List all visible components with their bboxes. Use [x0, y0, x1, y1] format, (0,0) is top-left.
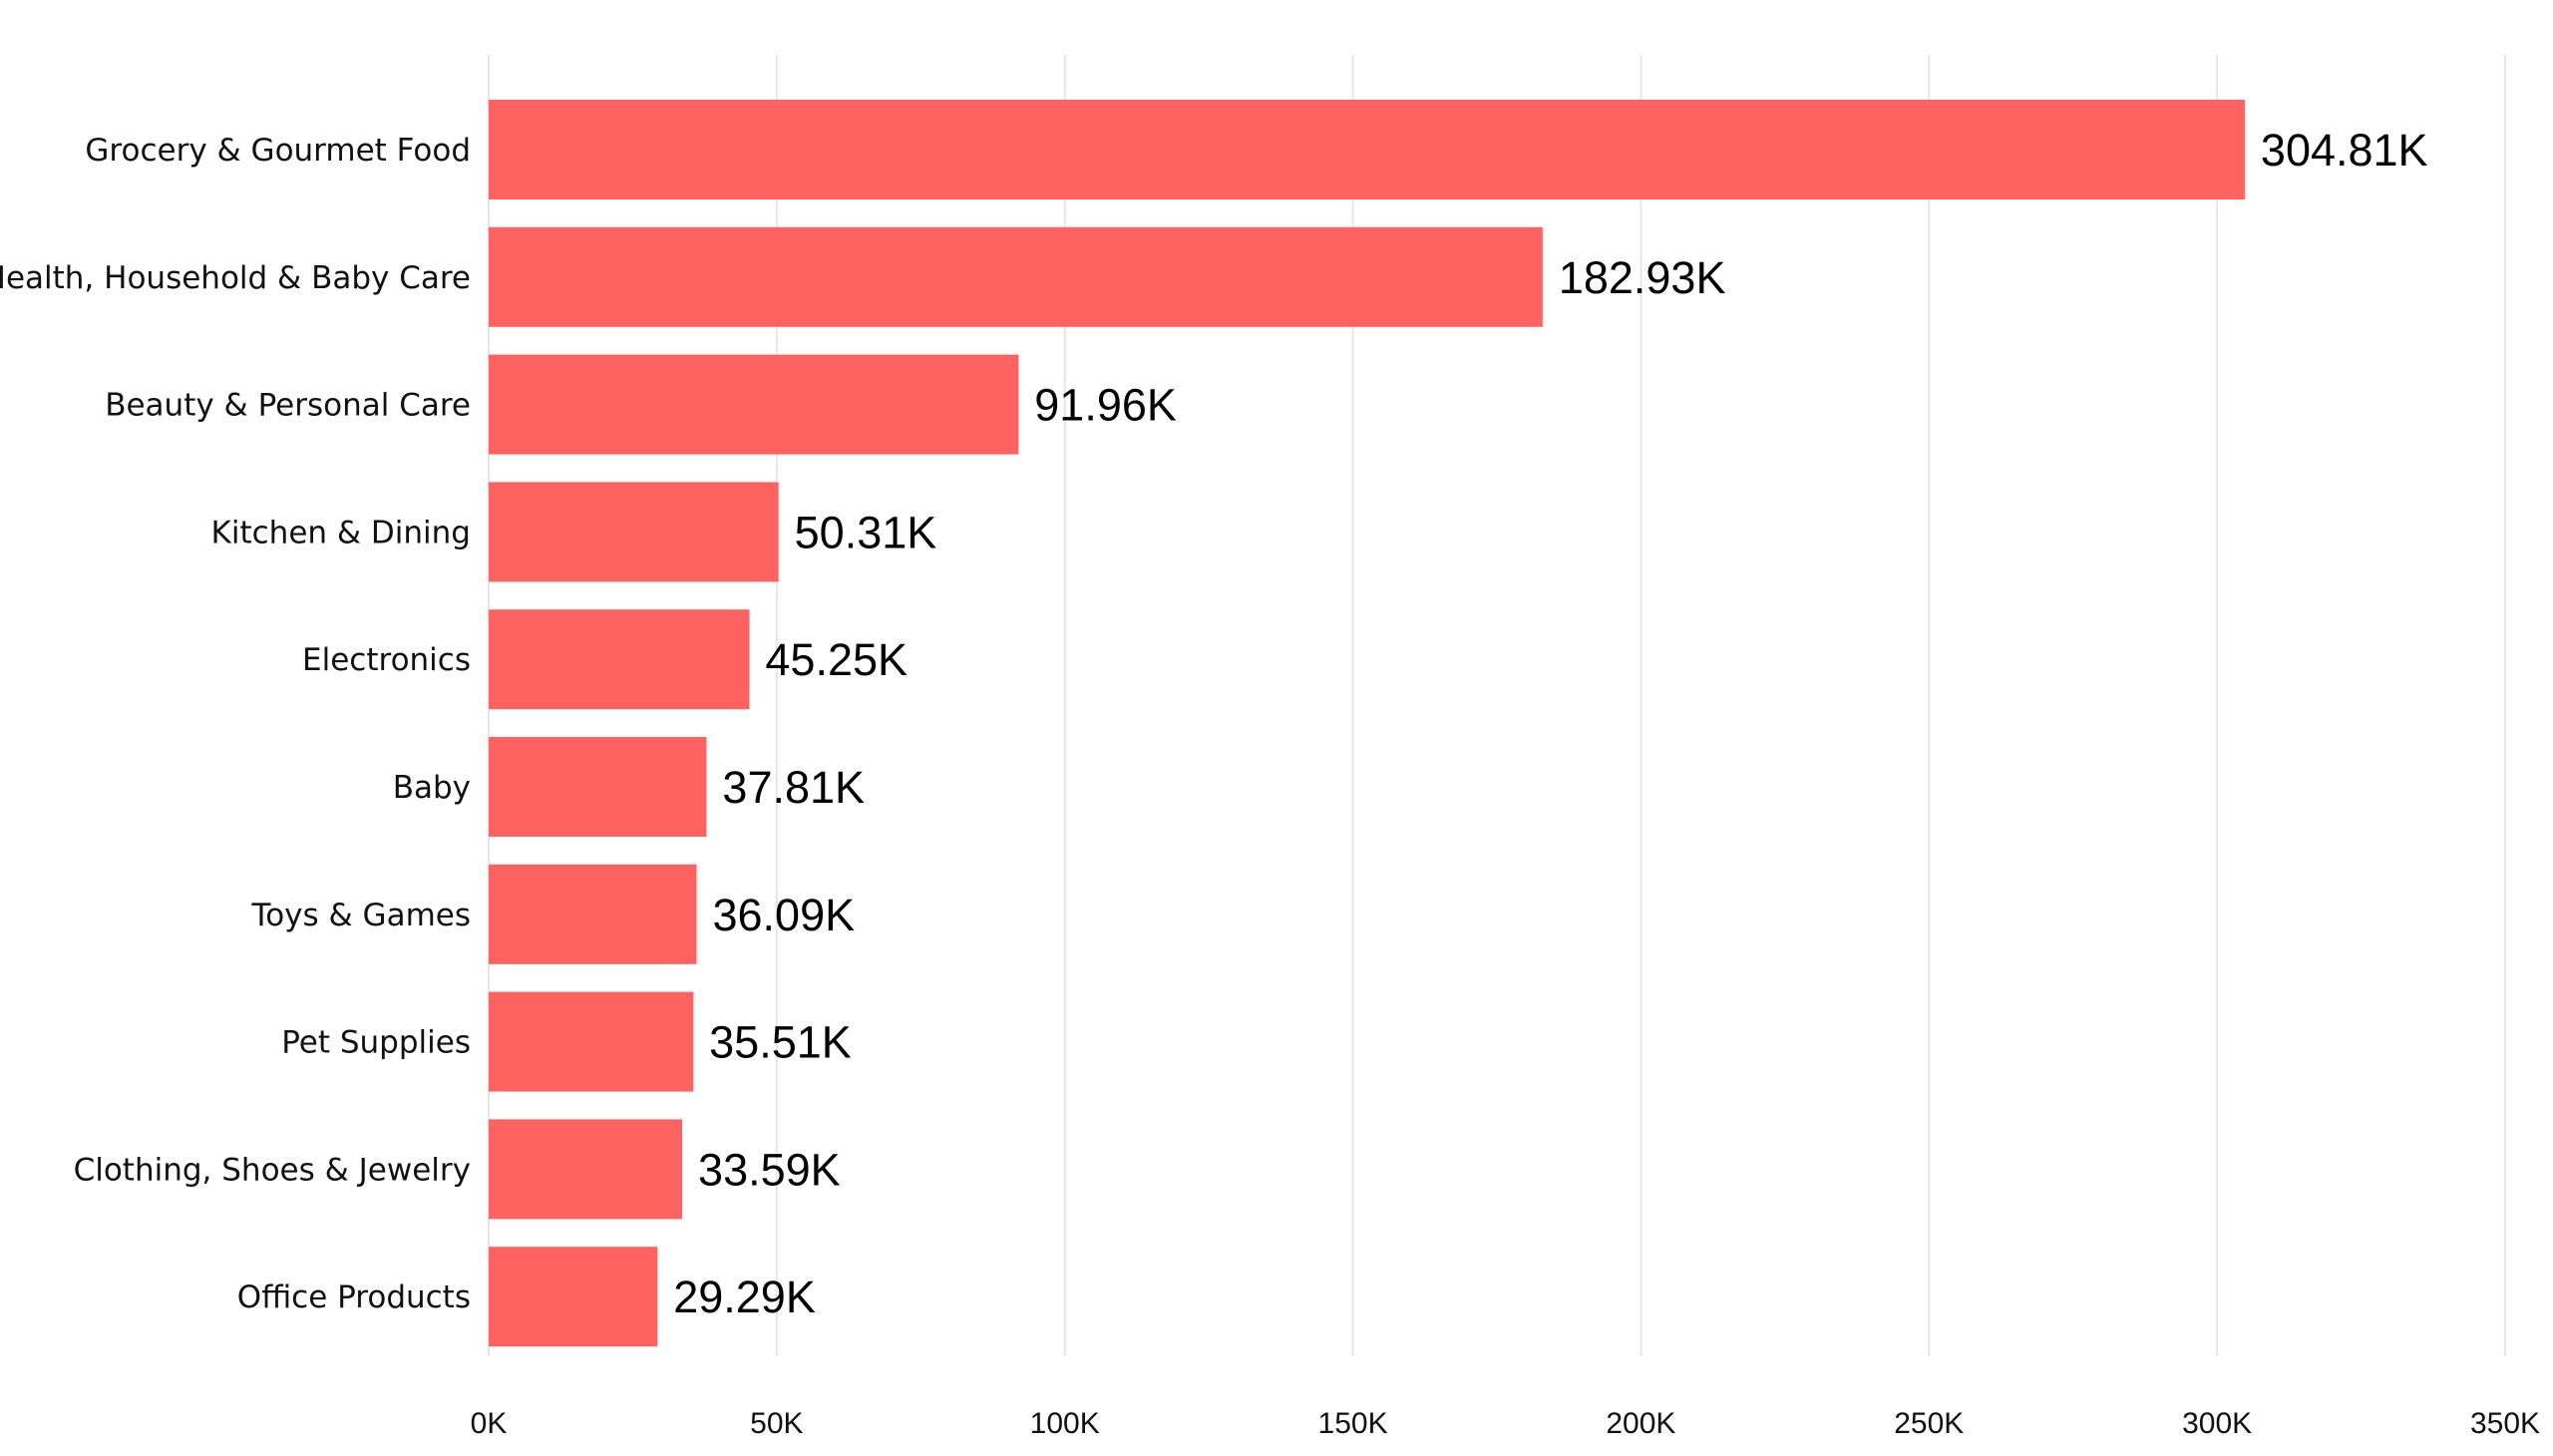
data-label: 182.93K	[1559, 252, 1726, 303]
data-label: 29.29K	[673, 1272, 816, 1322]
x-tick-label: 0K	[471, 1407, 508, 1440]
data-label: 33.59K	[698, 1144, 841, 1195]
bar	[489, 864, 697, 964]
category-label: Kitchen & Dining	[211, 515, 471, 550]
x-tick-label: 50K	[750, 1407, 803, 1440]
data-label: 35.51K	[709, 1017, 852, 1068]
data-label: 36.09K	[712, 890, 855, 940]
category-label: Beauty & Personal Care	[105, 388, 471, 424]
category-label: Baby	[393, 770, 471, 806]
x-tick-label: 100K	[1030, 1407, 1100, 1440]
data-label: 91.96K	[1034, 380, 1177, 431]
bar	[489, 1119, 683, 1220]
category-label: Toys & Games	[251, 898, 471, 933]
category-label: Office Products	[237, 1279, 471, 1315]
bar	[489, 226, 1543, 327]
bar	[489, 354, 1019, 455]
category-label: Clothing, Shoes & Jewelry	[74, 1152, 471, 1188]
bar	[489, 737, 707, 837]
x-tick-label: 300K	[2182, 1407, 2252, 1440]
bar	[489, 1247, 658, 1347]
x-tick-label: 250K	[1894, 1407, 1964, 1440]
data-label: 45.25K	[765, 634, 908, 685]
category-label: Grocery & Gourmet Food	[85, 133, 471, 169]
category-label: Pet Supplies	[281, 1025, 471, 1061]
x-axis-tick-labels: 0K 50K 100K 150K 200K 250K 300K 350K	[471, 1407, 2540, 1440]
bar	[489, 100, 2245, 199]
category-labels: Grocery & Gourmet Food Health, Household …	[0, 133, 471, 1315]
category-label: Health, Household & Baby Care	[0, 260, 471, 296]
data-label: 50.31K	[795, 507, 937, 557]
bar	[489, 482, 779, 582]
bar	[489, 991, 694, 1092]
category-label: Electronics	[302, 642, 471, 678]
x-tick-label: 200K	[1606, 1407, 1675, 1440]
bar	[489, 609, 750, 710]
x-tick-label: 350K	[2470, 1407, 2540, 1440]
value-labels: 304.81K 182.93K 91.96K 50.31K 45.25K 37.81K 36…	[673, 125, 2427, 1322]
x-tick-label: 150K	[1318, 1407, 1388, 1440]
data-label: 37.81K	[722, 762, 865, 813]
data-label: 304.81K	[2261, 125, 2428, 176]
bars	[489, 100, 2245, 1347]
